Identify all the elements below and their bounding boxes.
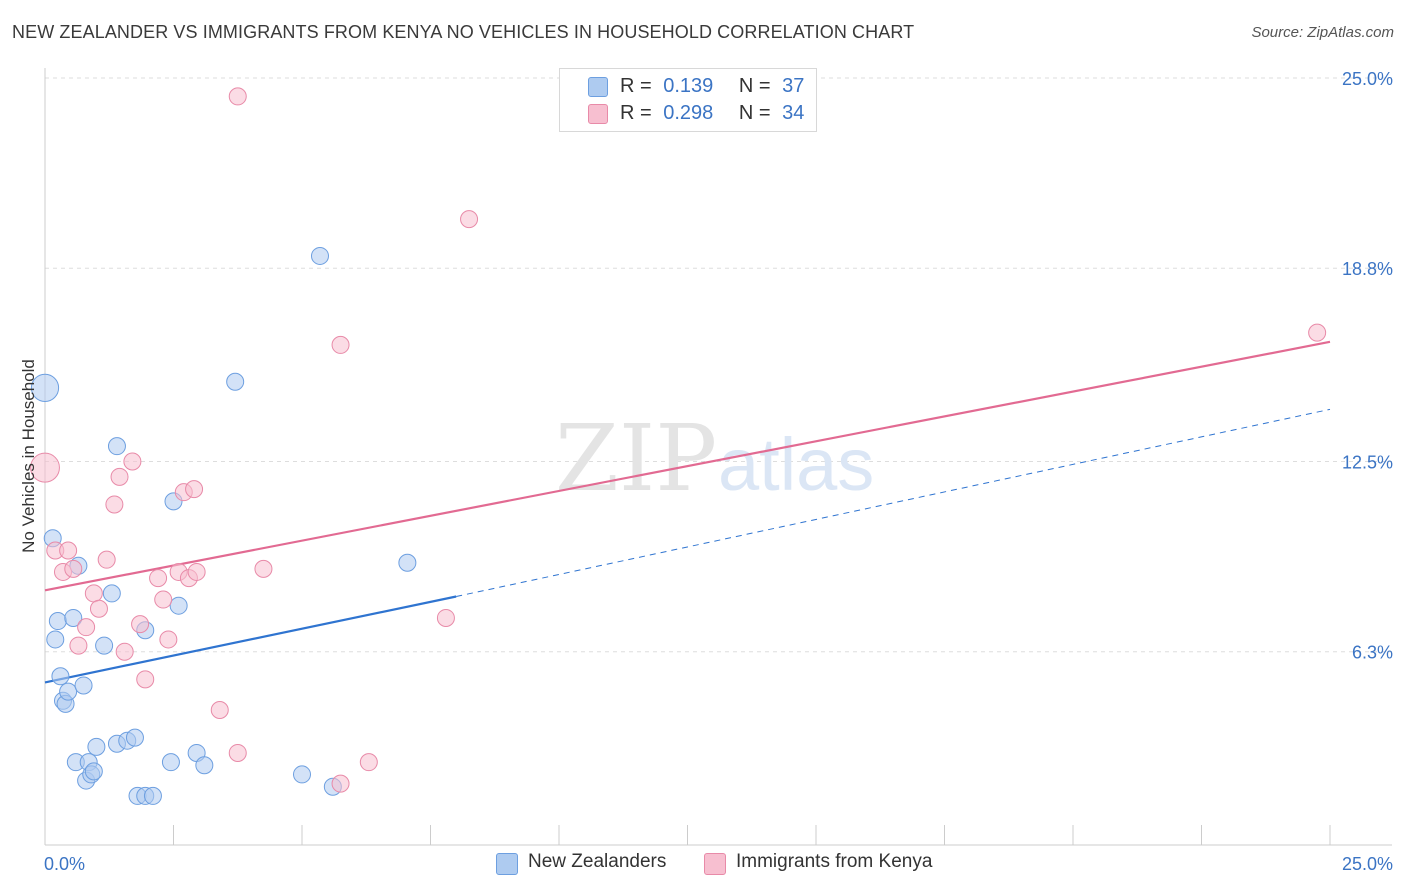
series-legend: New Zealanders Immigrants from Kenya <box>0 851 1406 879</box>
point-new-zealanders <box>64 608 83 627</box>
point-new-zealanders <box>169 596 188 615</box>
point-new-zealanders <box>95 636 114 655</box>
point-kenya <box>30 452 60 483</box>
point-new-zealanders <box>293 765 311 784</box>
point-new-zealanders <box>310 246 329 265</box>
trend-line-solid <box>44 595 457 684</box>
correlation-legend: R = 0.139 N = 37 R = 0.298 N = 34 <box>559 68 817 132</box>
legend-swatch-blue <box>496 853 518 875</box>
point-kenya <box>1308 323 1327 342</box>
point-kenya <box>136 670 155 689</box>
point-kenya <box>84 584 103 603</box>
chart-title: NEW ZEALANDER VS IMMIGRANTS FROM KENYA N… <box>12 22 915 42</box>
y-axis-label: No Vehicles in Household <box>19 359 38 553</box>
y-tick-label: 6.3% <box>1352 643 1393 663</box>
legend-n-value: 37 <box>782 75 805 97</box>
point-kenya <box>210 701 229 720</box>
point-new-zealanders <box>161 753 180 772</box>
point-kenya <box>359 753 378 772</box>
watermark-zip: ZIP <box>555 405 717 512</box>
point-kenya <box>254 559 273 578</box>
watermark: ZIP atlas <box>555 405 874 512</box>
legend-r-label: R = <box>620 102 652 124</box>
x-tick-label: 25.0% <box>1342 854 1393 874</box>
point-kenya <box>187 562 206 581</box>
grid-lines <box>45 77 1392 653</box>
legend-label: New Zealanders <box>528 851 667 872</box>
point-kenya <box>331 335 350 354</box>
point-new-zealanders <box>51 667 70 686</box>
point-kenya <box>69 636 88 655</box>
y-tick-label: 18.8% <box>1342 259 1393 279</box>
legend-n-value: 34 <box>782 102 805 124</box>
point-kenya <box>460 210 479 229</box>
point-kenya <box>89 599 108 618</box>
point-kenya <box>159 630 178 649</box>
point-new-zealanders <box>102 584 121 603</box>
point-kenya <box>110 467 129 486</box>
point-kenya <box>154 590 173 609</box>
point-kenya <box>131 615 150 634</box>
point-new-zealanders <box>398 553 417 572</box>
trend-line-solid <box>44 340 1331 592</box>
y-tick-label: 25.0% <box>1342 69 1393 89</box>
point-new-zealanders <box>74 676 93 695</box>
point-kenya <box>105 495 124 514</box>
point-new-zealanders <box>195 756 214 775</box>
point-new-zealanders <box>143 786 162 805</box>
trend-lines <box>44 340 1331 684</box>
legend-r-label: R = <box>620 75 652 97</box>
point-kenya <box>228 87 247 106</box>
legend-swatch-blue <box>588 77 608 97</box>
point-new-zealanders <box>107 437 126 456</box>
point-new-zealanders <box>48 612 67 631</box>
x-tick-label: 0.0% <box>44 854 85 874</box>
data-points <box>30 87 1327 805</box>
point-kenya <box>331 774 350 793</box>
point-new-zealanders <box>30 373 60 402</box>
point-kenya <box>185 480 204 499</box>
legend-r-value: 0.139 <box>663 75 714 97</box>
point-kenya <box>77 618 96 637</box>
watermark-atlas: atlas <box>718 423 874 506</box>
point-kenya <box>228 743 247 762</box>
point-kenya <box>115 642 134 661</box>
legend-swatch-pink <box>704 853 726 875</box>
legend-swatch-pink <box>588 104 608 124</box>
legend-n-label: N = <box>738 75 771 97</box>
point-kenya <box>59 541 78 560</box>
point-new-zealanders <box>46 630 65 649</box>
point-new-zealanders <box>84 762 103 781</box>
trend-line-dashed <box>456 408 1331 597</box>
point-kenya <box>97 550 116 569</box>
point-kenya <box>436 608 455 627</box>
legend-n-label: N = <box>738 102 771 124</box>
point-new-zealanders <box>125 728 144 747</box>
y-tick-label: 12.5% <box>1342 453 1393 473</box>
source-label: Source: ZipAtlas.com <box>1251 24 1394 41</box>
point-new-zealanders <box>59 682 78 701</box>
legend-label: Immigrants from Kenya <box>736 851 933 872</box>
legend-r-value: 0.298 <box>663 102 714 124</box>
point-new-zealanders <box>226 372 245 391</box>
tick-labels: 6.3% 12.5% 18.8% 25.0% 0.0% 25.0% <box>44 69 1393 874</box>
point-new-zealanders <box>87 737 106 756</box>
point-kenya <box>64 559 83 578</box>
point-kenya <box>123 452 142 471</box>
point-kenya <box>149 569 168 588</box>
